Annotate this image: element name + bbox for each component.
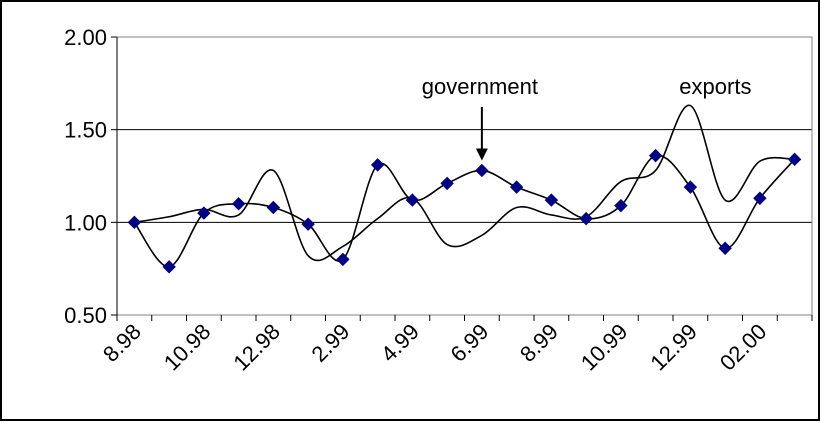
data-point-government: [231, 197, 246, 211]
y-tick-label: 1.00: [64, 210, 107, 235]
annotation-arrow-head: [475, 148, 488, 161]
x-tick-label: 8.99: [515, 319, 563, 367]
series-line-exports: [134, 104, 795, 262]
series-line-government: [133, 154, 796, 268]
annotations: government exports: [422, 74, 751, 161]
annotation-government: government: [422, 74, 538, 99]
data-point-government: [753, 191, 767, 205]
x-tick-label: 2.99: [306, 319, 354, 367]
x-tick-labels: 8.98 10.98 12.98 2.99 4.99 6.99 8.99 10.99 12.99…: [98, 319, 771, 376]
data-point-government: [162, 260, 176, 274]
y-tick-labels: 0.50 1.00 1.50 2.00: [64, 25, 107, 328]
x-tick-label: 10.99: [576, 319, 633, 376]
data-point-government: [475, 163, 489, 178]
x-tick-label: 02.00: [715, 319, 772, 376]
y-tick-label: 2.00: [64, 25, 107, 50]
x-tick-label: 4.99: [376, 319, 424, 367]
data-point-government: [266, 200, 281, 215]
data-point-government: [648, 148, 663, 163]
annotation-exports: exports: [679, 74, 751, 99]
y-tick-label: 0.50: [64, 303, 107, 328]
data-point-government: [405, 193, 420, 207]
data-point-government: [614, 198, 628, 213]
data-point-government: [127, 215, 142, 230]
x-tick-label: 12.99: [645, 319, 702, 376]
data-point-government: [579, 211, 593, 226]
x-tick-label: 10.98: [159, 319, 216, 376]
data-point-government: [544, 193, 559, 207]
data-point-government: [787, 152, 802, 167]
series-markers: [127, 148, 802, 274]
x-tick-label: 6.99: [445, 319, 493, 367]
x-tick-label: 12.98: [228, 319, 285, 376]
data-point-government: [370, 158, 385, 172]
y-tick-label: 1.50: [64, 118, 107, 143]
axes: [111, 36, 813, 321]
data-point-government: [336, 252, 350, 267]
data-point-government: [509, 180, 524, 194]
data-point-government: [683, 180, 698, 194]
data-point-government: [440, 176, 454, 191]
data-point-government: [301, 217, 315, 231]
data-point-government: [718, 241, 732, 255]
data-point-government: [197, 206, 211, 220]
